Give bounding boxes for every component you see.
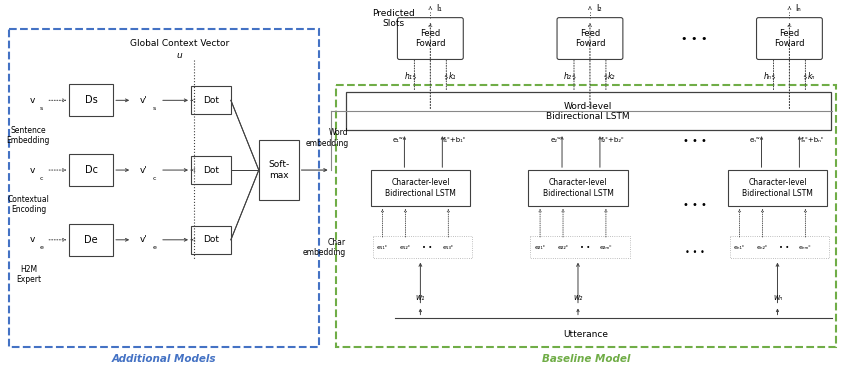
Text: v: v — [30, 166, 35, 174]
Text: Dot: Dot — [203, 166, 219, 174]
Text: Character-level
Bidirectional LSTM: Character-level Bidirectional LSTM — [542, 178, 613, 198]
Text: • •: • • — [422, 245, 432, 251]
Text: e₂ₘᶜ: e₂ₘᶜ — [599, 245, 612, 250]
Text: Baseline Model: Baseline Model — [541, 355, 630, 364]
Text: eₙ₂ᶜ: eₙ₂ᶜ — [756, 245, 767, 250]
Text: De: De — [84, 235, 98, 245]
Text: h₁: h₁ — [404, 72, 412, 81]
Text: eₙ₁ᶜ: eₙ₁ᶜ — [733, 245, 744, 250]
Text: Expert: Expert — [16, 275, 41, 284]
Text: e₂₁ᶜ: e₂₁ᶜ — [533, 245, 545, 250]
Text: Dc: Dc — [84, 165, 98, 175]
Text: eₙₘᶜ: eₙₘᶜ — [798, 245, 811, 250]
Text: e₂₂ᶜ: e₂₂ᶜ — [557, 245, 568, 250]
Text: Character-level
Bidirectional LSTM: Character-level Bidirectional LSTM — [385, 178, 455, 198]
Text: • • •: • • • — [682, 200, 706, 210]
Bar — [728, 236, 828, 258]
Text: Contextual: Contextual — [8, 195, 49, 205]
Text: Feed
Foward: Feed Foward — [574, 29, 604, 48]
Text: Predicted
Slots: Predicted Slots — [371, 9, 414, 28]
Text: w₁: w₁ — [415, 293, 425, 302]
Text: Additional Models: Additional Models — [111, 355, 216, 364]
Text: u: u — [176, 51, 182, 60]
Text: Char
embedding: Char embedding — [302, 238, 345, 257]
Text: Sentence: Sentence — [11, 126, 46, 135]
Bar — [191, 86, 230, 114]
Bar — [191, 156, 230, 184]
Text: l₂: l₂ — [595, 4, 601, 13]
Text: v: v — [30, 96, 35, 105]
Text: s: s — [40, 106, 43, 111]
Text: Dot: Dot — [203, 235, 219, 244]
Bar — [345, 92, 830, 130]
Text: lₙ: lₙ — [794, 4, 800, 13]
Text: Dot: Dot — [203, 96, 219, 105]
Text: e: e — [40, 245, 43, 250]
Text: kₙ: kₙ — [807, 72, 814, 81]
Text: H2M: H2M — [19, 265, 37, 274]
Bar — [335, 86, 836, 347]
FancyBboxPatch shape — [397, 17, 463, 60]
Text: k₁: k₁ — [448, 72, 455, 81]
Text: w₂: w₂ — [573, 293, 582, 302]
Text: e: e — [152, 245, 156, 250]
Bar — [69, 154, 113, 186]
Text: Word-level
Bidirectional LSTM: Word-level Bidirectional LSTM — [545, 102, 629, 121]
Text: c: c — [40, 176, 43, 180]
Text: Character-level
Bidirectional LSTM: Character-level Bidirectional LSTM — [741, 178, 812, 198]
Text: e₁₃ᶜ: e₁₃ᶜ — [442, 245, 453, 250]
Bar — [191, 226, 230, 254]
FancyBboxPatch shape — [556, 17, 622, 60]
Bar — [529, 236, 629, 258]
Bar — [370, 170, 470, 206]
Text: l₁: l₁ — [436, 4, 441, 13]
Text: k₂: k₂ — [607, 72, 614, 81]
Text: f₂ᶜ+b₂ᶜ: f₂ᶜ+b₂ᶜ — [600, 137, 624, 143]
Bar — [258, 140, 298, 200]
Text: c: c — [152, 176, 155, 180]
Text: hₙ: hₙ — [763, 72, 771, 81]
Text: • • •: • • • — [680, 33, 707, 44]
Text: Global Context Vector: Global Context Vector — [130, 39, 229, 48]
Bar — [528, 170, 627, 206]
Bar — [372, 236, 472, 258]
Text: f₁ᶜ+b₁ᶜ: f₁ᶜ+b₁ᶜ — [443, 137, 466, 143]
Text: h₂: h₂ — [564, 72, 571, 81]
Text: eₙʷ: eₙʷ — [749, 137, 760, 143]
Bar — [69, 224, 113, 256]
Text: Feed
Foward: Feed Foward — [773, 29, 803, 48]
Text: v: v — [30, 235, 35, 244]
Text: e₁₂ᶜ: e₁₂ᶜ — [399, 245, 410, 250]
Text: • • •: • • • — [682, 136, 706, 146]
Text: fₙᶜ+bₙᶜ: fₙᶜ+bₙᶜ — [799, 137, 823, 143]
FancyBboxPatch shape — [755, 17, 821, 60]
Text: Word
embedding: Word embedding — [305, 128, 349, 148]
Text: e₁₁ᶜ: e₁₁ᶜ — [376, 245, 387, 250]
Text: Utterance: Utterance — [563, 330, 608, 339]
Bar — [9, 29, 318, 347]
Text: Encoding: Encoding — [11, 205, 46, 214]
Bar — [69, 84, 113, 116]
Text: v': v' — [140, 96, 148, 105]
Text: wₙ: wₙ — [772, 293, 782, 302]
Text: v': v' — [140, 166, 148, 174]
Text: e₁ʷ: e₁ʷ — [392, 137, 403, 143]
Text: Embedding: Embedding — [7, 136, 50, 145]
Text: v': v' — [140, 235, 148, 244]
Text: e₂ʷ: e₂ʷ — [549, 137, 560, 143]
Text: Soft-
max: Soft- max — [268, 160, 289, 180]
Text: • •: • • — [778, 245, 788, 251]
Text: • • •: • • • — [684, 248, 704, 257]
Text: • •: • • — [579, 245, 589, 251]
Text: s: s — [152, 106, 155, 111]
Bar — [727, 170, 826, 206]
Text: Feed
Foward: Feed Foward — [414, 29, 445, 48]
Text: Ds: Ds — [84, 95, 98, 105]
